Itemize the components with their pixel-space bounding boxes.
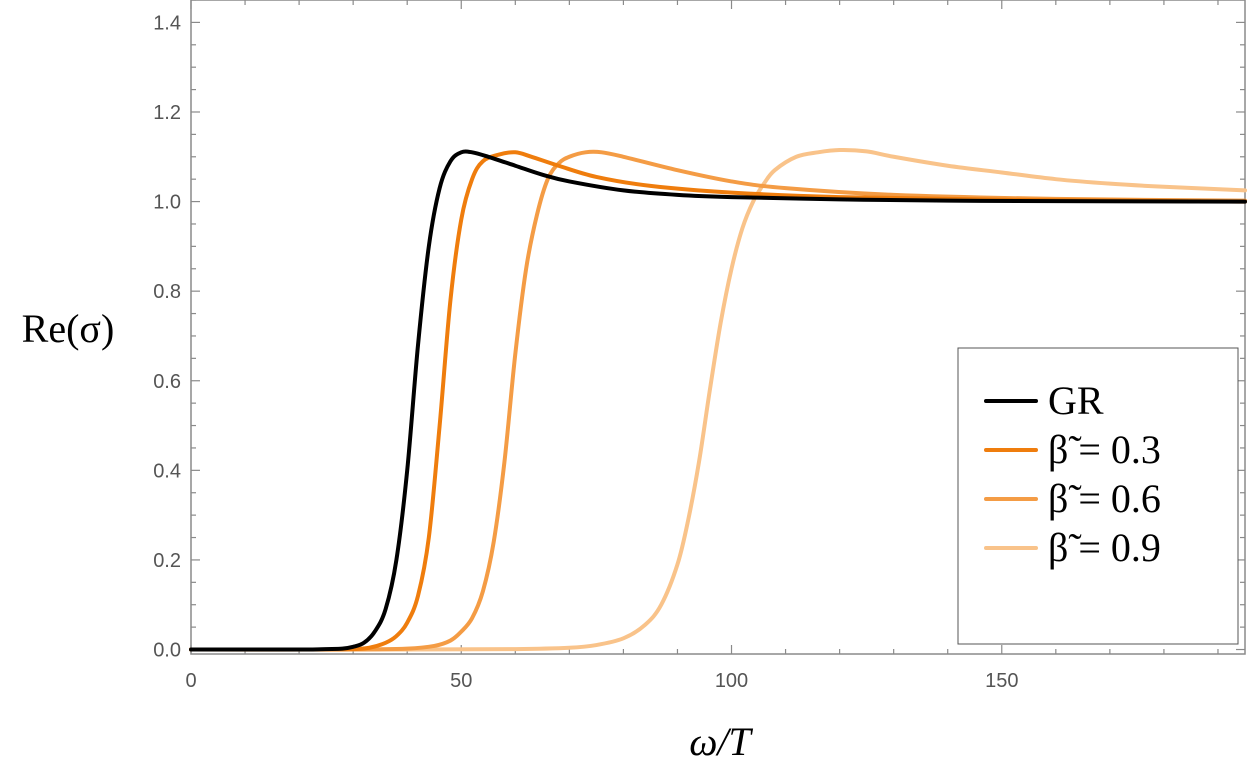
legend-box xyxy=(957,347,1239,645)
plot-frame xyxy=(190,0,1246,655)
series-line-2 xyxy=(189,149,1247,652)
y-tick-label: 1.4 xyxy=(153,12,181,34)
y-tick-label: 1.0 xyxy=(153,192,181,214)
y-axis-ticks xyxy=(191,0,1245,651)
legend-label: β̃ = 0.9 xyxy=(1048,525,1161,570)
series-line-0 xyxy=(189,149,1247,652)
y-tick-label: 0.2 xyxy=(153,550,181,572)
series-line-1 xyxy=(189,150,1247,652)
series-line-3 xyxy=(189,148,1247,652)
x-axis-tick-labels: 0 50 100 150 xyxy=(185,670,1018,692)
y-tick-label: 0.4 xyxy=(153,460,181,482)
x-tick-label: 0 xyxy=(185,670,196,692)
y-tick-label: 0.8 xyxy=(153,281,181,303)
x-tick-label: 50 xyxy=(450,670,472,692)
x-tick-label: 150 xyxy=(985,670,1018,692)
y-axis-title: Re(σ) xyxy=(22,306,115,351)
legend-label: GR xyxy=(1048,378,1104,423)
legend-label: β̃ = 0.6 xyxy=(1048,476,1161,521)
y-tick-label: 0.0 xyxy=(153,640,181,662)
legend-items: GRβ̃ = 0.3β̃ = 0.6β̃ = 0.9 xyxy=(984,378,1161,570)
legend: GRβ̃ = 0.3β̃ = 0.6β̃ = 0.9 xyxy=(957,347,1239,645)
series-lines xyxy=(189,148,1247,652)
x-tick-label: 100 xyxy=(715,670,748,692)
y-axis-tick-labels: 0.0 0.2 0.4 0.6 0.8 1.0 1.2 1.4 xyxy=(153,12,181,661)
y-tick-label: 1.2 xyxy=(153,102,181,124)
legend-label: β̃ = 0.3 xyxy=(1048,427,1161,472)
y-tick-label: 0.6 xyxy=(153,371,181,393)
x-axis-title: ω/T xyxy=(689,719,753,764)
